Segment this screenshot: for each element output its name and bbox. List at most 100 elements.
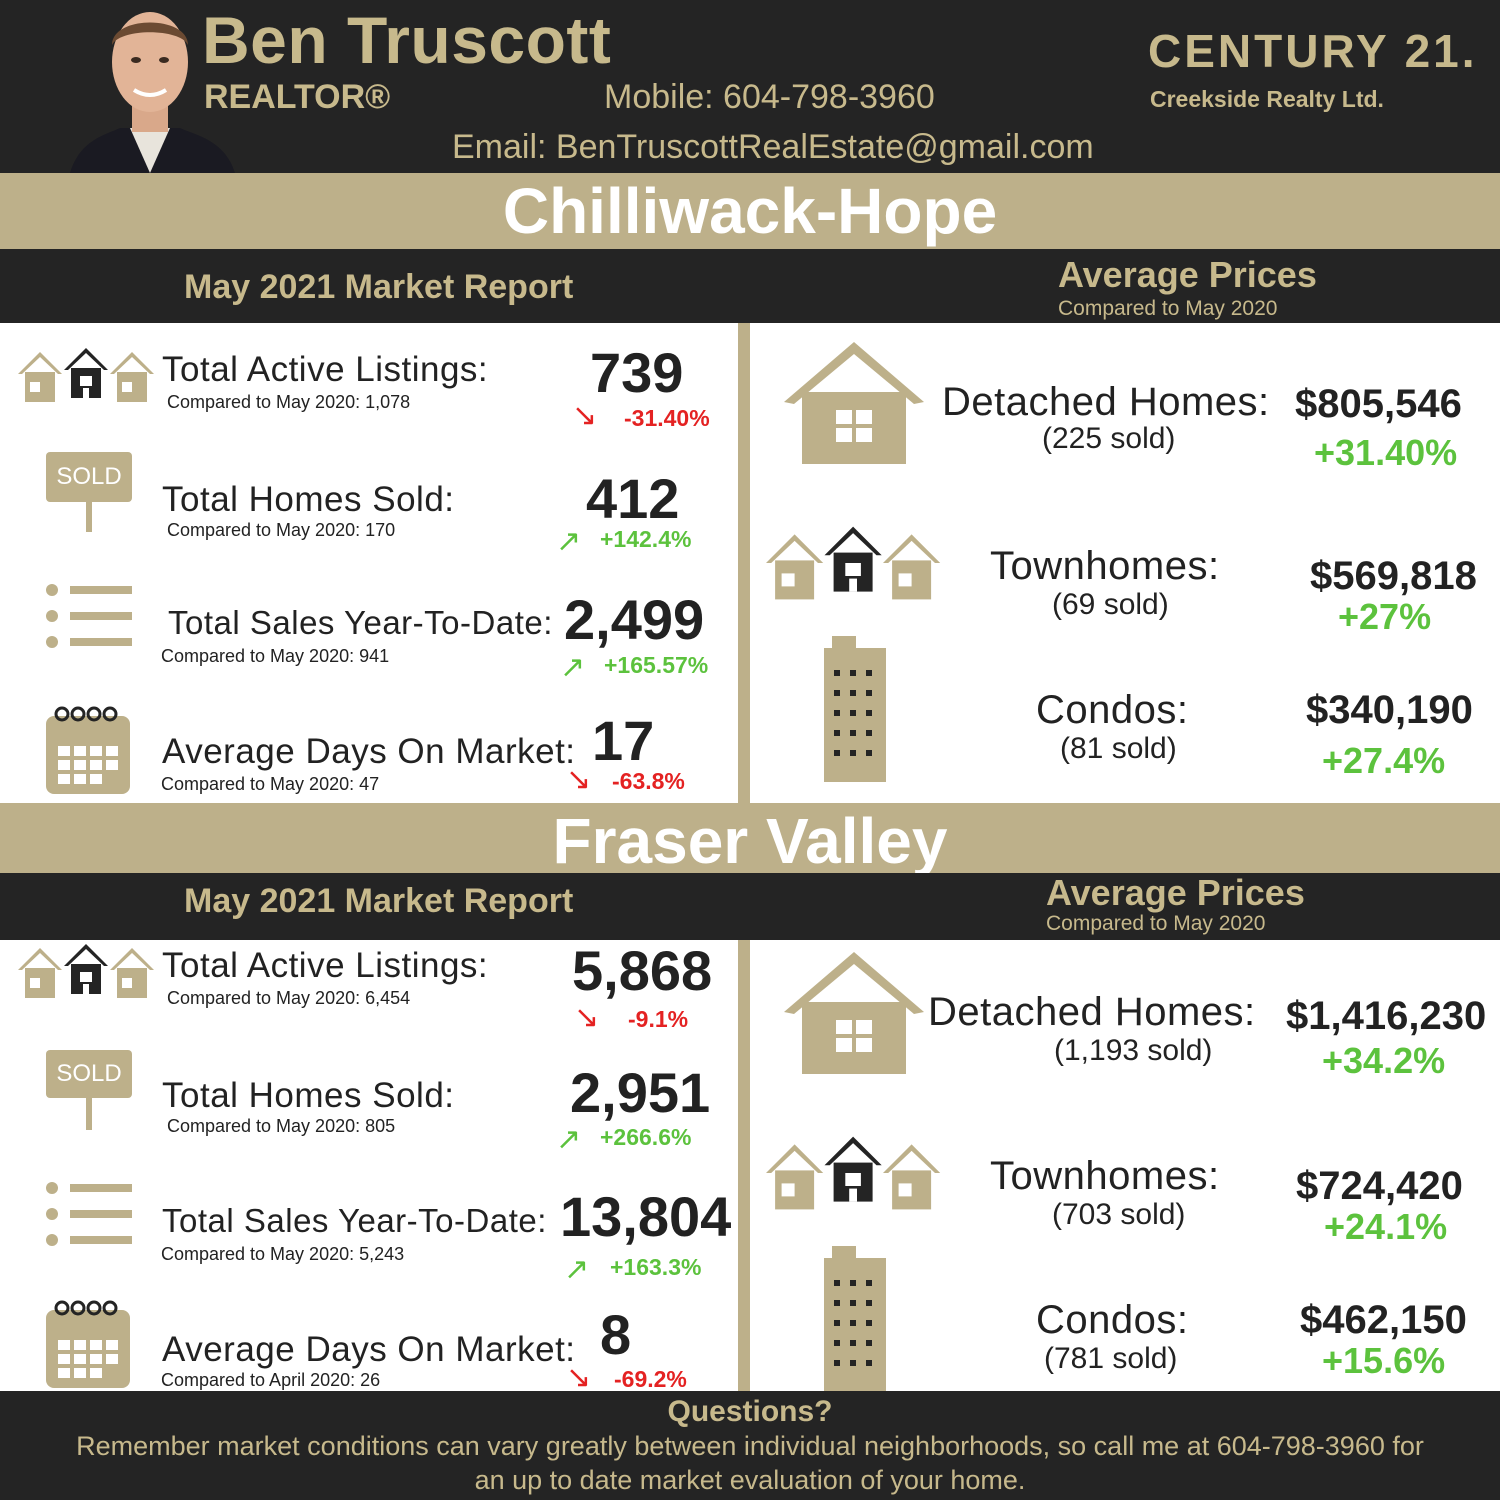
sign-post xyxy=(86,1098,92,1130)
report-title: May 2021 Market Report xyxy=(184,882,574,920)
stat-label: Total Active Listings: xyxy=(162,946,489,985)
price-label: Townhomes: xyxy=(990,1154,1220,1198)
price-sold-count: (703 sold) xyxy=(1052,1198,1186,1231)
trend-up-icon: ↗ xyxy=(556,525,582,558)
price-value: $724,420 xyxy=(1296,1164,1463,1208)
price-label: Condos: xyxy=(1036,688,1189,732)
stat-value: 17 xyxy=(592,709,655,772)
stat-compare: Compared to May 2020: 47 xyxy=(161,774,380,794)
average-prices-title: Average Prices xyxy=(1058,254,1317,295)
brand-logo: CENTURY 21. xyxy=(1148,25,1478,77)
price-sold-count: (781 sold) xyxy=(1044,1342,1178,1375)
stat-label: Average Days On Market: xyxy=(162,732,576,771)
stat-value: 13,804 xyxy=(560,1185,732,1248)
trend-up-icon: ↗ xyxy=(560,651,586,684)
price-change: +27.4% xyxy=(1322,740,1446,781)
footer-question: Questions? xyxy=(667,1395,833,1428)
price-label: Townhomes: xyxy=(990,544,1220,588)
price-sold-count: (69 sold) xyxy=(1052,588,1169,621)
price-label: Detached Homes: xyxy=(928,990,1256,1034)
stat-change: +165.57% xyxy=(604,652,709,678)
stat-change: -31.40% xyxy=(624,405,710,431)
trend-down-icon: ↘ xyxy=(574,1001,600,1034)
report-header-bar xyxy=(0,873,1500,940)
realtor-title: REALTOR® xyxy=(204,78,391,116)
stat-change: -63.8% xyxy=(612,768,685,794)
stat-compare: Compared to May 2020: 170 xyxy=(167,520,396,540)
price-change: +34.2% xyxy=(1322,1040,1446,1081)
column-divider xyxy=(738,940,750,1391)
condo-building-icon xyxy=(824,636,886,782)
stat-label: Total Homes Sold: xyxy=(162,1076,455,1115)
stat-compare: Compared to May 2020: 5,243 xyxy=(161,1244,405,1264)
price-value: $462,150 xyxy=(1300,1298,1467,1342)
stat-compare: Compared to May 2020: 6,454 xyxy=(167,988,411,1008)
stat-value: 739 xyxy=(590,341,684,404)
price-label: Condos: xyxy=(1036,1298,1189,1342)
stat-label: Total Homes Sold: xyxy=(162,480,455,519)
trend-down-icon: ↘ xyxy=(566,1361,592,1394)
sold-sign-icon: SOLD xyxy=(46,1050,132,1098)
report-header-bar xyxy=(0,249,1500,323)
stat-value: 8 xyxy=(600,1303,632,1366)
townhouses-icon xyxy=(766,1136,941,1210)
stat-value: 2,499 xyxy=(564,588,705,651)
detached-home-icon xyxy=(784,952,924,1074)
region-band xyxy=(0,173,1500,249)
stat-value: 412 xyxy=(586,467,680,530)
stat-change: +142.4% xyxy=(600,526,692,552)
price-value: $569,818 xyxy=(1310,554,1477,598)
detached-home-icon xyxy=(784,342,924,464)
price-value: $805,546 xyxy=(1295,382,1462,426)
townhouses-icon xyxy=(766,526,941,600)
footer-text: Remember market conditions can vary grea… xyxy=(76,1431,1424,1495)
calendar-icon xyxy=(46,1300,130,1388)
trend-up-icon: ↗ xyxy=(556,1123,582,1156)
mobile-phone[interactable]: Mobile: 604-798-3960 xyxy=(604,78,935,116)
trend-up-icon: ↗ xyxy=(564,1253,590,1286)
stat-change: -69.2% xyxy=(614,1366,687,1392)
condo-building-icon xyxy=(824,1246,886,1391)
stat-label: Total Sales Year-To-Date: xyxy=(168,604,553,641)
realtor-photo xyxy=(70,12,235,173)
price-label: Detached Homes: xyxy=(942,380,1270,424)
townhouses-icon xyxy=(18,944,154,998)
list-icon xyxy=(46,1182,132,1246)
column-divider xyxy=(738,323,750,803)
stat-compare: Compared to May 2020: 1,078 xyxy=(167,392,411,412)
stat-label: Total Active Listings: xyxy=(162,350,489,389)
price-change: +15.6% xyxy=(1322,1340,1446,1381)
sold-sign-icon: SOLD xyxy=(46,452,132,502)
sign-post xyxy=(86,502,92,532)
region-band xyxy=(0,803,1500,873)
region-title: Chilliwack-Hope xyxy=(502,175,998,247)
price-value: $1,416,230 xyxy=(1286,994,1487,1038)
average-prices-title: Average Prices xyxy=(1046,872,1305,913)
price-change: +24.1% xyxy=(1324,1206,1448,1247)
price-change: +31.40% xyxy=(1314,432,1458,473)
stat-label: Total Sales Year-To-Date: xyxy=(162,1202,547,1239)
stat-compare: Compared to April 2020: 26 xyxy=(161,1370,381,1390)
email-address[interactable]: Email: BenTruscottRealEstate@gmail.com xyxy=(452,128,1094,166)
price-sold-count: (81 sold) xyxy=(1060,732,1177,765)
price-change: +27% xyxy=(1338,596,1432,637)
trend-down-icon: ↘ xyxy=(566,763,592,796)
calendar-icon xyxy=(46,706,130,794)
brokerage-name: Creekside Realty Ltd. xyxy=(1150,86,1384,112)
stat-value: 2,951 xyxy=(570,1061,711,1124)
stat-change: -9.1% xyxy=(628,1006,689,1032)
average-prices-compare: Compared to May 2020 xyxy=(1046,912,1266,935)
stat-change: +266.6% xyxy=(600,1124,692,1150)
stat-compare: Compared to May 2020: 941 xyxy=(161,646,390,666)
price-value: $340,190 xyxy=(1306,688,1473,732)
footer: Questions? Remember market conditions ca… xyxy=(0,1391,1500,1500)
list-icon xyxy=(46,584,132,648)
stat-label: Average Days On Market: xyxy=(162,1330,576,1369)
realtor-name: Ben Truscott xyxy=(202,3,612,77)
report-title: May 2021 Market Report xyxy=(184,268,574,306)
region-title: Fraser Valley xyxy=(552,805,948,877)
trend-down-icon: ↘ xyxy=(572,399,598,432)
average-prices-compare: Compared to May 2020 xyxy=(1058,297,1278,320)
stat-change: +163.3% xyxy=(610,1254,702,1280)
stat-compare: Compared to May 2020: 805 xyxy=(167,1116,396,1136)
